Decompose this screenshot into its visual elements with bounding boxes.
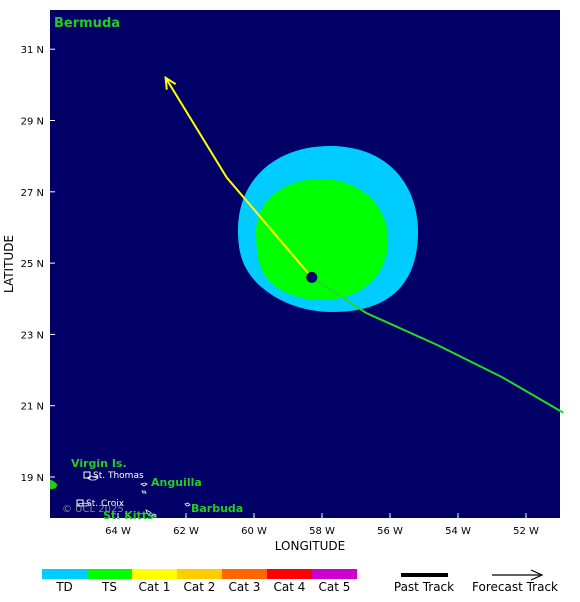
y-tick-label: 25 N — [21, 259, 44, 270]
st-kitts-label: St. Kitts — [103, 509, 154, 522]
forecast-track-legend-arrow — [530, 569, 544, 581]
past-track-legend-label: Past Track — [394, 580, 454, 594]
legend-category-label: TS — [101, 580, 117, 594]
legend-swatch — [87, 569, 132, 579]
legend-swatch — [222, 569, 267, 579]
legend-swatch — [177, 569, 222, 579]
x-tick-label: 56 W — [377, 526, 403, 537]
x-axis-title: LONGITUDE — [275, 539, 345, 553]
y-tick-label: 27 N — [21, 188, 44, 199]
x-tick-label: 64 W — [105, 526, 131, 537]
st-thomas-marker — [83, 471, 91, 479]
forecast-arrowhead — [164, 75, 177, 90]
legend-category-label: Cat 5 — [319, 580, 351, 594]
ts-wind-swath — [256, 179, 388, 300]
legend-swatch — [132, 569, 177, 579]
st-thomas-label: St. Thomas — [93, 471, 144, 481]
legend-category-label: Cat 1 — [139, 580, 171, 594]
legend-swatch — [42, 569, 87, 579]
x-tick-label: 58 W — [309, 526, 335, 537]
legend-category-label: TD — [55, 580, 73, 594]
anguilla-island — [140, 482, 148, 487]
copyright-label: © UCL 2025 — [62, 504, 124, 515]
barbuda-label: Barbuda — [191, 502, 243, 515]
x-tick-label: 54 W — [445, 526, 471, 537]
nevis-island — [153, 513, 157, 518]
past-track-line — [311, 276, 564, 414]
storm-center-marker — [306, 271, 318, 283]
y-tick-label: 29 N — [21, 117, 44, 128]
puerto-rico-coast — [50, 479, 58, 490]
y-tick-label: 31 N — [21, 45, 44, 56]
y-axis-ticks: 31 N 29 N 27 N 25 N 23 N 21 N 19 N — [21, 45, 55, 484]
barbuda-island — [184, 502, 191, 507]
st-croix-label: St. Croix — [86, 499, 125, 509]
legend-swatch — [267, 569, 312, 579]
x-tick-label: 62 W — [173, 526, 199, 537]
legend-category-label: Cat 3 — [229, 580, 261, 594]
y-tick-label: 23 N — [21, 330, 44, 341]
region-label: Bermuda — [54, 16, 120, 31]
y-axis-title: LATITUDE — [2, 235, 16, 293]
x-tick-label: 60 W — [241, 526, 267, 537]
st-kitts-island — [145, 509, 154, 517]
y-tick-label: 19 N — [21, 473, 44, 484]
anguilla-label: Anguilla — [151, 476, 202, 489]
x-axis-ticks: 64 W 62 W 60 W 58 W 56 W 54 W 52 W — [105, 513, 539, 537]
intensity-legend: TD TS Cat 1 Cat 2 Cat 3 Cat 4 Cat 5 — [42, 569, 357, 594]
forecast-track-legend-label: Forecast Track — [472, 580, 558, 594]
virgin-islands-label: Virgin Is. — [71, 457, 127, 470]
y-tick-label: 21 N — [21, 402, 44, 413]
st-croix-marker — [76, 499, 84, 507]
st-barts-island — [141, 490, 147, 494]
legend-category-label: Cat 4 — [274, 580, 306, 594]
legend-swatch — [312, 569, 357, 579]
forecast-track-line — [164, 77, 313, 279]
x-tick-label: 52 W — [513, 526, 539, 537]
st-thomas-island — [86, 475, 99, 481]
legend-category-label: Cat 2 — [184, 580, 216, 594]
